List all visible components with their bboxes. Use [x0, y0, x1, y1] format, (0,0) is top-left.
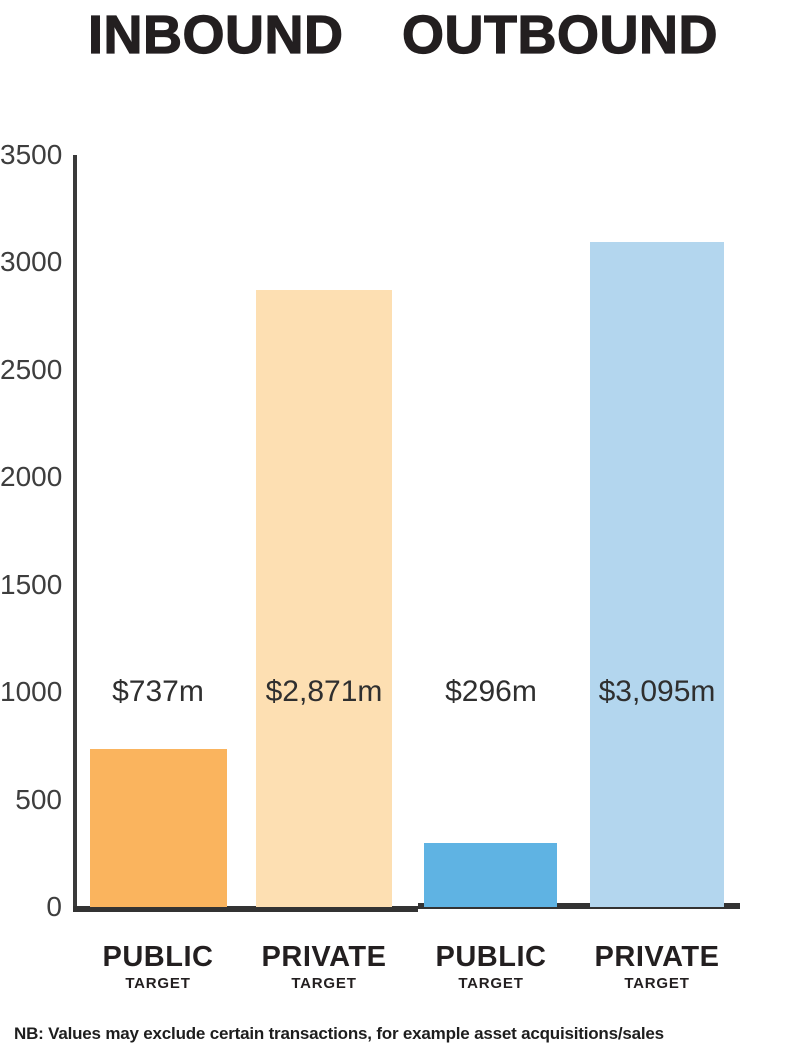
bar-inbound-private-target [256, 290, 392, 907]
y-axis-tick-label: 2500 [0, 354, 63, 385]
category-label-outbound-private: PRIVATE TARGET [572, 941, 742, 992]
category-sub-label: TARGET [125, 975, 191, 992]
value-label-outbound-private: $3,095m [598, 675, 716, 708]
bar-outbound-public-target [424, 843, 557, 907]
y-axis-tick-label: 3500 [0, 139, 63, 170]
y-axis-tick-label: 1500 [0, 569, 63, 600]
y-axis-tick-label: 3000 [0, 246, 63, 277]
category-main-label: PRIVATE [594, 941, 720, 973]
category-label-inbound-public: PUBLIC TARGET [73, 941, 243, 992]
category-sub-label: TARGET [291, 975, 357, 992]
y-axis-tick-label: 0 [46, 891, 62, 922]
y-axis-tick-label: 1000 [0, 676, 63, 707]
y-axis-tick-label: 2000 [0, 461, 63, 492]
category-sub-label: TARGET [624, 975, 690, 992]
bar-inbound-public-target [90, 749, 227, 907]
category-main-label: PUBLIC [435, 941, 547, 973]
value-label-inbound-private: $2,871m [265, 675, 383, 708]
category-label-inbound-private: PRIVATE TARGET [239, 941, 409, 992]
bar-outbound-private-target [590, 242, 724, 907]
chart-title-inbound: INBOUND [87, 4, 344, 65]
category-label-outbound-public: PUBLIC TARGET [406, 941, 576, 992]
value-label-inbound-public: $737m [112, 675, 204, 708]
x-axis-line-outbound [418, 903, 740, 909]
x-axis-line-inbound [73, 906, 418, 912]
y-axis-tick-label: 500 [15, 784, 62, 815]
category-main-label: PRIVATE [261, 941, 387, 973]
category-main-label: PUBLIC [102, 941, 214, 973]
chart-title-outbound: OUTBOUND [401, 4, 718, 65]
value-label-outbound-public: $296m [445, 675, 537, 708]
footnote-text: NB: Values may exclude certain transacti… [14, 1024, 664, 1043]
y-axis-line [73, 155, 77, 911]
category-sub-label: TARGET [458, 975, 524, 992]
